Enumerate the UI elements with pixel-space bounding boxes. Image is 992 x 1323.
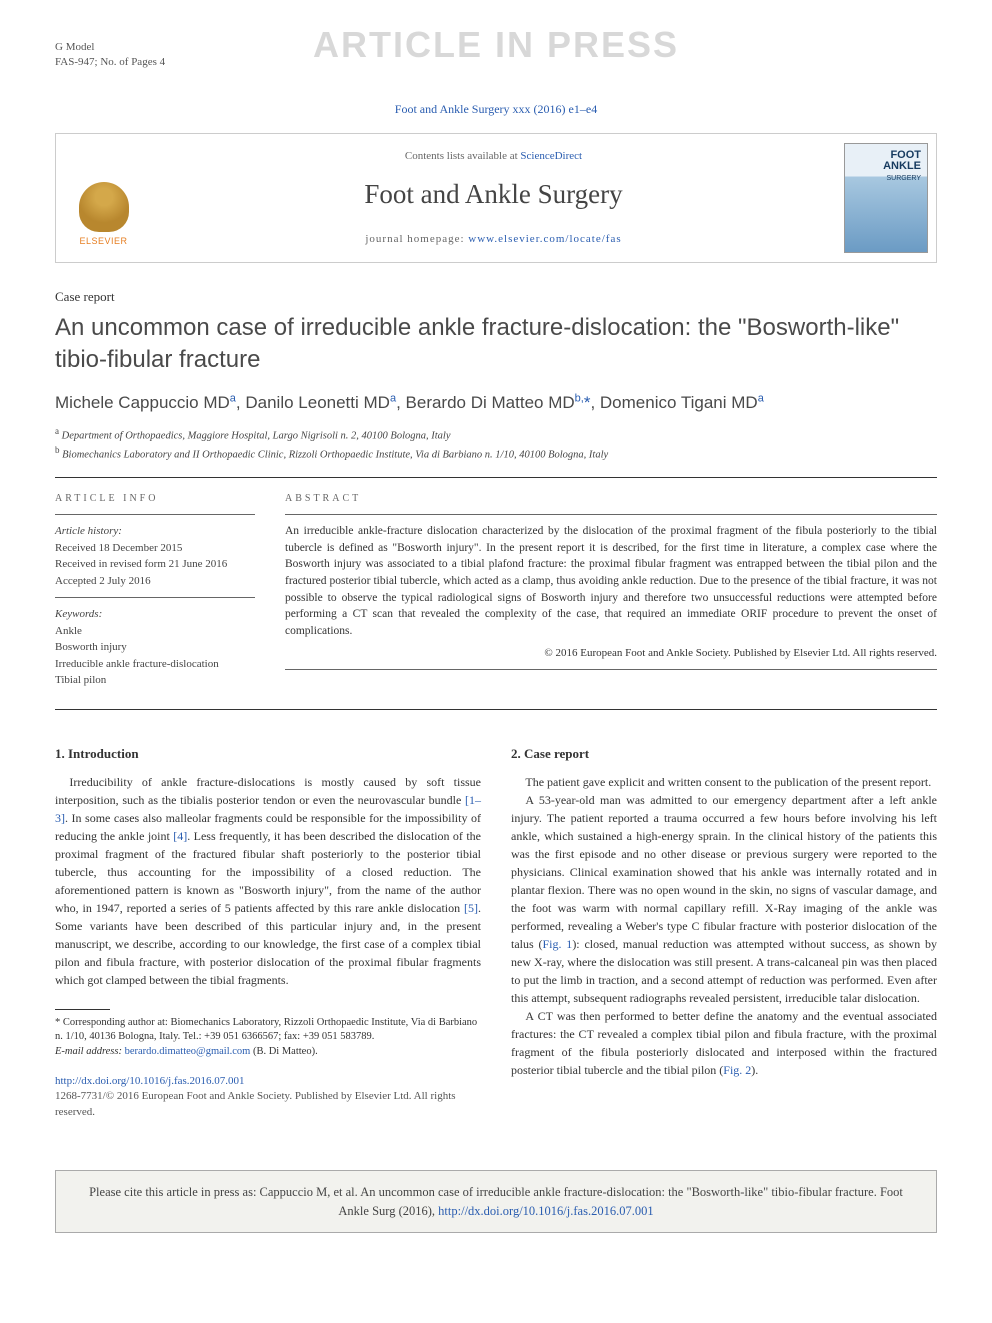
rule-top <box>55 477 937 478</box>
rule-bottom <box>55 709 937 710</box>
right-column: 2. Case report The patient gave explicit… <box>511 745 937 1120</box>
abstract-heading: ABSTRACT <box>285 492 937 506</box>
keyword-item: Tibial pilon <box>55 672 255 689</box>
elsevier-label: ELSEVIER <box>79 235 127 248</box>
homepage-link[interactable]: www.elsevier.com/locate/fas <box>468 233 621 245</box>
email-label: E-mail address: <box>55 1046 125 1057</box>
intro-paragraph: Irreducibility of ankle fracture-disloca… <box>55 773 481 989</box>
keyword-item: Bosworth injury <box>55 639 255 656</box>
citebox-link[interactable]: http://dx.doi.org/10.1016/j.fas.2016.07.… <box>438 1204 653 1218</box>
contents-prefix: Contents lists available at <box>405 150 520 162</box>
top-citation-line: Foot and Ankle Surgery xxx (2016) e1–e4 <box>55 101 937 118</box>
case-para-2: A 53-year-old man was admitted to our em… <box>511 791 937 1007</box>
keyword-item: Ankle <box>55 623 255 640</box>
abs-rule-2 <box>285 669 937 670</box>
email-line: E-mail address: berardo.dimatteo@gmail.c… <box>55 1045 481 1060</box>
author-list: Michele Cappuccio MDa, Danilo Leonetti M… <box>55 391 937 415</box>
elsevier-tree-icon <box>79 182 129 232</box>
contents-line: Contents lists available at ScienceDirec… <box>161 149 826 164</box>
intro-heading: 1. Introduction <box>55 745 481 763</box>
article-title: An uncommon case of irreducible ankle fr… <box>55 312 937 374</box>
ref-link[interactable]: [5] <box>464 901 478 915</box>
watermark-text: ARTICLE IN PRESS <box>0 20 992 70</box>
page-container: ARTICLE IN PRESS G Model FAS-947; No. of… <box>0 0 992 1150</box>
cover-subtitle: SURGERY <box>887 174 922 184</box>
article-type: Case report <box>55 288 937 306</box>
figure-link[interactable]: Fig. 1 <box>542 937 572 951</box>
homepage-prefix: journal homepage: <box>365 233 468 245</box>
history-label: Article history: <box>55 523 255 540</box>
issn-copyright: 1268-7731/© 2016 European Foot and Ankle… <box>55 1090 456 1117</box>
doi-link[interactable]: http://dx.doi.org/10.1016/j.fas.2016.07.… <box>55 1075 245 1087</box>
case-heading: 2. Case report <box>511 745 937 763</box>
homepage-line: journal homepage: www.elsevier.com/locat… <box>161 232 826 247</box>
journal-masthead: ELSEVIER Contents lists available at Sci… <box>55 133 937 264</box>
keywords-block: Keywords: AnkleBosworth injuryIrreducibl… <box>55 606 255 689</box>
keywords-list: AnkleBosworth injuryIrreducible ankle fr… <box>55 623 255 689</box>
footnotes: * Corresponding author at: Biomechanics … <box>55 1016 481 1060</box>
email-link[interactable]: berardo.dimatteo@gmail.com <box>125 1046 251 1057</box>
article-info-column: ARTICLE INFO Article history: Received 1… <box>55 492 255 689</box>
abstract-copyright: © 2016 European Foot and Ankle Society. … <box>285 646 937 661</box>
corresponding-author-note: * Corresponding author at: Biomechanics … <box>55 1016 481 1045</box>
doi-block: http://dx.doi.org/10.1016/j.fas.2016.07.… <box>55 1074 481 1120</box>
info-rule-2 <box>55 597 255 598</box>
info-abstract-row: ARTICLE INFO Article history: Received 1… <box>55 492 937 689</box>
ref-link[interactable]: [4] <box>173 829 187 843</box>
masthead-center: Contents lists available at ScienceDirec… <box>151 134 836 263</box>
publisher-logo-cell: ELSEVIER <box>56 134 151 263</box>
article-info-heading: ARTICLE INFO <box>55 492 255 506</box>
accepted-date: Accepted 2 July 2016 <box>55 573 255 590</box>
elsevier-logo: ELSEVIER <box>74 182 134 252</box>
info-rule-1 <box>55 514 255 515</box>
revised-date: Received in revised form 21 June 2016 <box>55 556 255 573</box>
ref-link[interactable]: [1–3] <box>55 793 481 825</box>
article-history: Article history: Received 18 December 20… <box>55 523 255 589</box>
email-suffix: (B. Di Matteo). <box>250 1046 317 1057</box>
keyword-item: Irreducible ankle fracture-dislocation <box>55 656 255 673</box>
journal-cover-thumb: FOOTANKLE SURGERY <box>844 143 928 253</box>
citation-box: Please cite this article in press as: Ca… <box>55 1170 937 1234</box>
left-column: 1. Introduction Irreducibility of ankle … <box>55 745 481 1120</box>
cover-cell: FOOTANKLE SURGERY <box>836 134 936 263</box>
affiliations: a Department of Orthopaedics, Maggiore H… <box>55 425 937 464</box>
journal-name: Foot and Ankle Surgery <box>161 176 826 214</box>
figure-link[interactable]: Fig. 2 <box>723 1063 751 1077</box>
received-date: Received 18 December 2015 <box>55 540 255 557</box>
case-para-1: The patient gave explicit and written co… <box>511 773 937 791</box>
sciencedirect-link[interactable]: ScienceDirect <box>520 150 582 162</box>
keywords-label: Keywords: <box>55 606 255 623</box>
abstract-column: ABSTRACT An irreducible ankle-fracture d… <box>285 492 937 689</box>
abstract-text: An irreducible ankle-fracture dislocatio… <box>285 523 937 640</box>
case-para-3: A CT was then performed to better define… <box>511 1007 937 1079</box>
body-columns: 1. Introduction Irreducibility of ankle … <box>55 745 937 1120</box>
affiliation-line: a Department of Orthopaedics, Maggiore H… <box>55 425 937 444</box>
footnote-separator <box>55 1009 110 1010</box>
cover-title: FOOTANKLE <box>883 150 921 172</box>
abs-rule-1 <box>285 514 937 515</box>
affiliation-line: b Biomechanics Laboratory and II Orthopa… <box>55 444 937 463</box>
